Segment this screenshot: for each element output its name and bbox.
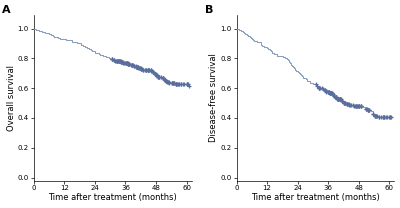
Text: A: A — [2, 5, 11, 15]
X-axis label: Time after treatment (months): Time after treatment (months) — [251, 193, 380, 202]
Text: B: B — [205, 5, 213, 15]
Y-axis label: Disease-free survival: Disease-free survival — [209, 53, 218, 142]
X-axis label: Time after treatment (months): Time after treatment (months) — [48, 193, 177, 202]
Y-axis label: Overall survival: Overall survival — [6, 65, 16, 131]
